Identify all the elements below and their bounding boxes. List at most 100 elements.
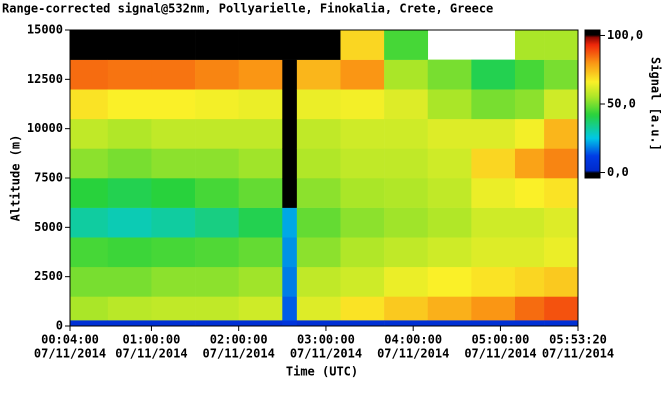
heatmap-cell (107, 59, 152, 90)
heatmap-cell (384, 207, 429, 238)
heatmap-cell (282, 30, 298, 60)
heatmap-cell (238, 118, 283, 149)
heatmap-cell (514, 59, 545, 90)
heatmap-cell (340, 30, 385, 60)
heatmap-cell (384, 30, 429, 60)
heatmap-cell (282, 296, 298, 321)
heatmap-cell (195, 118, 239, 149)
heatmap-cell (238, 178, 283, 208)
heatmap-cell (151, 89, 196, 120)
x-tick-date: 07/11/2014 (542, 347, 614, 361)
heatmap-cell (471, 207, 516, 238)
heatmap-cell (427, 89, 472, 120)
heatmap-cell (70, 59, 109, 90)
colorbar-tick-label: 0,0 (607, 165, 629, 179)
y-tick-label: 10000 (27, 121, 63, 135)
heatmap-cell (107, 296, 152, 321)
heatmap-cell (238, 296, 283, 321)
heatmap-cell (514, 30, 545, 60)
heatmap-cell (282, 320, 298, 327)
heatmap-cell (107, 178, 152, 208)
heatmap-cell (296, 207, 341, 238)
heatmap-cell (70, 207, 109, 238)
heatmap-cell (514, 89, 545, 120)
heatmap-cell (296, 89, 341, 120)
x-tick-label: 04:00:00 (384, 333, 442, 347)
y-tick-label: 15000 (27, 23, 63, 37)
heatmap-cell (70, 118, 109, 149)
heatmap-cell (296, 30, 341, 60)
heatmap-cell (282, 59, 298, 90)
heatmap-cell (514, 148, 545, 179)
heatmap-cell (151, 320, 196, 327)
heatmap-cell (340, 266, 385, 297)
y-tick-label: 2500 (34, 269, 63, 283)
heatmap-cell (296, 59, 341, 90)
heatmap-cell (70, 148, 109, 179)
heatmap-cell (107, 118, 152, 149)
heatmap-cell (427, 296, 472, 321)
heatmap-cell (544, 237, 579, 268)
heatmap-cell (282, 148, 298, 179)
heatmap-cell (384, 296, 429, 321)
heatmap-cell (70, 30, 109, 60)
heatmap-cell (107, 320, 152, 327)
heatmap-cell (296, 266, 341, 297)
heatmap-cell (471, 148, 516, 179)
heatmap-cell (282, 178, 298, 208)
heatmap-cell (384, 178, 429, 208)
heatmap-cell (544, 59, 579, 90)
heatmap-cell (471, 266, 516, 297)
x-tick-label: 05:53:20 (549, 333, 607, 347)
heatmap-cell (195, 89, 239, 120)
heatmap-cell (514, 296, 545, 321)
heatmap-cell (471, 178, 516, 208)
heatmap-cell (151, 148, 196, 179)
heatmap-cell (70, 296, 109, 321)
heatmap-cell (151, 30, 196, 60)
heatmap-cell (471, 296, 516, 321)
heatmap-cell (238, 266, 283, 297)
heatmap-cell (514, 266, 545, 297)
heatmap-cell (384, 266, 429, 297)
x-tick-date: 07/11/2014 (34, 347, 106, 361)
heatmap-cell (296, 178, 341, 208)
x-tick-label: 01:00:00 (123, 333, 181, 347)
heatmap-cell (70, 237, 109, 268)
heatmap-cell (427, 320, 472, 327)
x-axis-label: Time (UTC) (286, 365, 358, 379)
heatmap-cell (544, 266, 579, 297)
heatmap-cell (514, 178, 545, 208)
colorbar-tick-label: 100,0 (607, 28, 643, 42)
heatmap-cell (238, 30, 283, 60)
x-tick-date: 07/11/2014 (290, 347, 362, 361)
heatmap-cell (296, 237, 341, 268)
heatmap-cell (151, 266, 196, 297)
heatmap-cell (195, 207, 239, 238)
heatmap-cell (107, 148, 152, 179)
heatmap-cell (296, 320, 341, 327)
heatmap-cell (427, 266, 472, 297)
heatmap-cell (340, 59, 385, 90)
heatmap-cell (282, 118, 298, 149)
heatmap-cell (70, 89, 109, 120)
heatmap-cell (471, 320, 516, 327)
heatmap-cell (151, 118, 196, 149)
heatmap-cell (340, 237, 385, 268)
x-tick-date: 07/11/2014 (377, 347, 449, 361)
heatmap-cell (238, 89, 283, 120)
heatmap-cell (340, 148, 385, 179)
heatmap-cell (514, 118, 545, 149)
heatmap-cell (107, 207, 152, 238)
heatmap-cell (238, 320, 283, 327)
colorbar (584, 29, 601, 179)
heatmap-cell (384, 118, 429, 149)
heatmap-cell (107, 89, 152, 120)
heatmap-cell (151, 178, 196, 208)
heatmap-cell (151, 59, 196, 90)
heatmap-cell (427, 207, 472, 238)
heatmap-cell (340, 118, 385, 149)
heatmap-cell (544, 207, 579, 238)
heatmap-cell (195, 237, 239, 268)
heatmap-cell (544, 30, 579, 60)
